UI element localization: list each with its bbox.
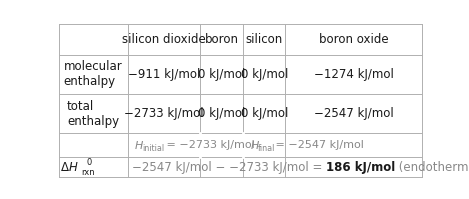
Text: rxn: rxn bbox=[82, 168, 95, 177]
Text: 0 kJ/mol: 0 kJ/mol bbox=[241, 68, 288, 81]
Text: −2547 kJ/mol: −2547 kJ/mol bbox=[314, 107, 393, 120]
Text: −2733 kJ/mol: −2733 kJ/mol bbox=[124, 107, 204, 120]
Text: silicon: silicon bbox=[246, 33, 283, 46]
Text: 0 kJ/mol: 0 kJ/mol bbox=[198, 68, 245, 81]
Text: 186 kJ/mol: 186 kJ/mol bbox=[326, 161, 395, 174]
Text: 0: 0 bbox=[87, 158, 92, 167]
Text: 0 kJ/mol: 0 kJ/mol bbox=[241, 107, 288, 120]
Text: −911 kJ/mol: −911 kJ/mol bbox=[128, 68, 200, 81]
Text: $\mathit{H}$: $\mathit{H}$ bbox=[250, 139, 260, 151]
Text: total
enthalpy: total enthalpy bbox=[67, 100, 119, 128]
Text: = −2733 kJ/mol: = −2733 kJ/mol bbox=[163, 140, 255, 150]
Text: initial: initial bbox=[142, 144, 164, 153]
Text: = −2547 kJ/mol: = −2547 kJ/mol bbox=[272, 140, 364, 150]
Text: molecular
enthalpy: molecular enthalpy bbox=[64, 60, 122, 88]
Text: $\mathit{H}$: $\mathit{H}$ bbox=[134, 139, 144, 151]
Text: boron oxide: boron oxide bbox=[319, 33, 389, 46]
Text: final: final bbox=[258, 144, 275, 153]
Text: −2547 kJ/mol − −2733 kJ/mol =: −2547 kJ/mol − −2733 kJ/mol = bbox=[132, 161, 326, 174]
Text: 0 kJ/mol: 0 kJ/mol bbox=[198, 107, 245, 120]
Text: $\Delta\mathit{H}$: $\Delta\mathit{H}$ bbox=[61, 161, 79, 174]
Text: (endothermic): (endothermic) bbox=[395, 161, 469, 174]
Text: silicon dioxide: silicon dioxide bbox=[122, 33, 206, 46]
Text: boron: boron bbox=[205, 33, 239, 46]
Text: −1274 kJ/mol: −1274 kJ/mol bbox=[314, 68, 393, 81]
